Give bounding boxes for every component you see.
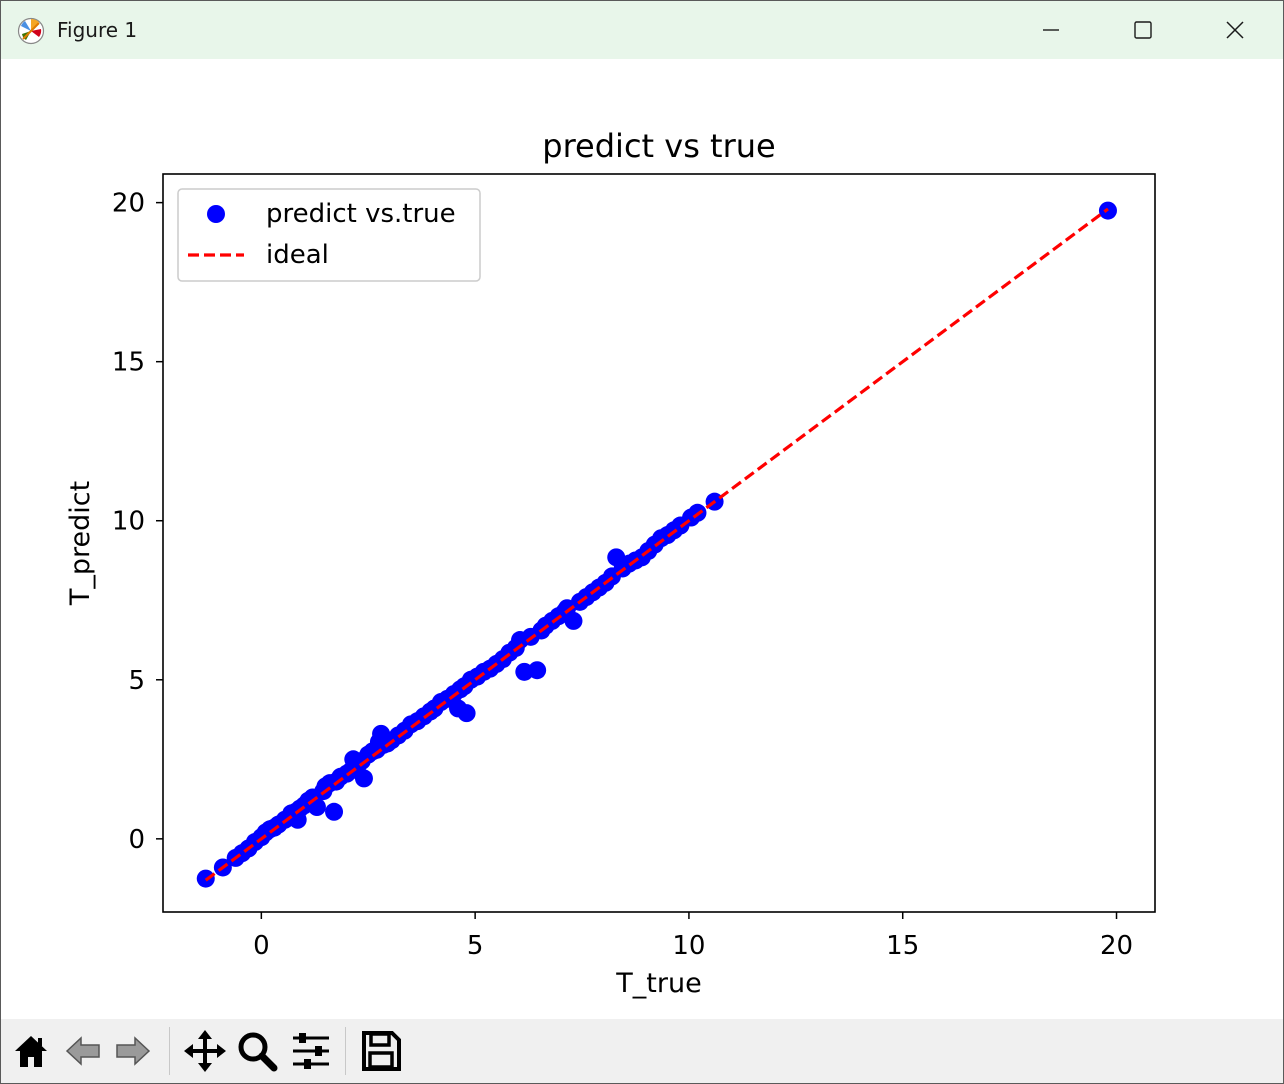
y-tick-label: 15 xyxy=(112,348,145,378)
y-tick-label: 20 xyxy=(112,189,145,219)
configure-subplots-icon xyxy=(293,1033,329,1069)
x-tick-label: 20 xyxy=(1100,931,1133,961)
scatter-point xyxy=(528,661,547,680)
back-button[interactable] xyxy=(59,1027,107,1075)
maximize-icon xyxy=(1134,21,1152,39)
home-icon xyxy=(15,1036,47,1067)
y-tick-label: 5 xyxy=(128,666,145,696)
y-axis-label: T_predict xyxy=(65,481,96,606)
save-button[interactable] xyxy=(357,1027,405,1075)
scatter-point xyxy=(354,769,373,788)
x-tick-label: 0 xyxy=(253,931,270,961)
window-title: Figure 1 xyxy=(57,18,138,42)
navigation-toolbar xyxy=(1,1019,1283,1083)
x-tick-label: 15 xyxy=(886,931,919,961)
zoom-button[interactable] xyxy=(233,1027,281,1075)
close-button[interactable] xyxy=(1189,1,1281,59)
axes-frame xyxy=(162,173,1156,913)
ideal-line xyxy=(204,207,1109,882)
legend-label-ideal: ideal xyxy=(266,240,329,270)
home-button[interactable] xyxy=(7,1027,55,1075)
x-tick-label: 5 xyxy=(467,931,484,961)
toolbar-separator xyxy=(345,1027,346,1075)
x-axis-label: T_true xyxy=(615,968,701,999)
back-icon xyxy=(65,1036,100,1066)
scatter-chart: predict vs true 0 5 10 15 20 0 5 10 15 20 T_true T_p… xyxy=(65,127,1156,999)
pan-button[interactable] xyxy=(181,1027,229,1075)
x-tick-label: 10 xyxy=(672,931,705,961)
title-bar[interactable]: Figure 1 xyxy=(1,1,1283,59)
toolbar-separator xyxy=(169,1027,170,1075)
scatter-point xyxy=(457,704,476,723)
close-icon xyxy=(1226,21,1244,39)
save-icon xyxy=(362,1031,401,1071)
minimize-button[interactable] xyxy=(1005,1,1097,59)
legend-marker-scatter xyxy=(207,205,225,223)
forward-button[interactable] xyxy=(109,1027,157,1075)
legend-box xyxy=(177,188,481,282)
chart-title: predict vs true xyxy=(542,127,775,165)
forward-icon xyxy=(116,1036,151,1066)
minimize-icon xyxy=(1043,29,1059,31)
y-tick-label: 0 xyxy=(128,825,145,855)
scatter-point xyxy=(325,802,344,821)
maximize-button[interactable] xyxy=(1097,1,1189,59)
legend-label-scatter: predict vs.true xyxy=(266,199,456,229)
scatter-point xyxy=(564,611,583,630)
y-tick-label: 10 xyxy=(112,507,145,537)
zoom-icon xyxy=(238,1032,278,1072)
matplotlib-logo-icon xyxy=(17,17,45,45)
pan-icon xyxy=(184,1030,226,1072)
figure-canvas[interactable]: predict vs true 0 5 10 15 20 0 5 10 15 20 T_true T_p… xyxy=(1,59,1283,1019)
configure-subplots-button[interactable] xyxy=(287,1027,335,1075)
